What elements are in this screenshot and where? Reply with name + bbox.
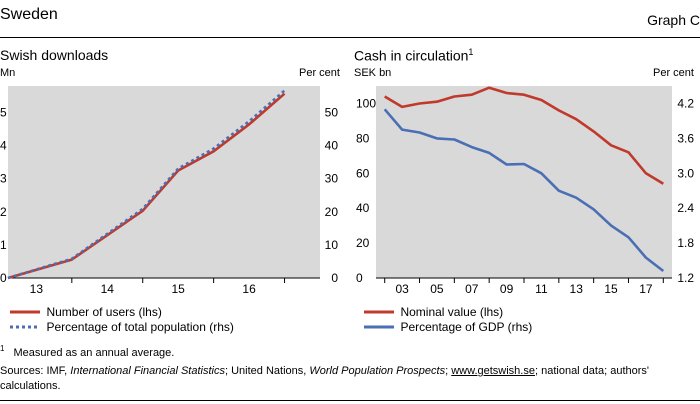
- right-left-tick-label: 20: [356, 236, 370, 250]
- right-chart-title: Cash in circulation1: [354, 47, 473, 64]
- right-right-tick-label: 1.2: [677, 271, 694, 285]
- right-right-tick-label: 3.6: [677, 131, 694, 145]
- left-right-tick-label: 30: [325, 172, 339, 186]
- left-x-tick-label: 14: [101, 282, 115, 296]
- left-right-tick-label: 50: [325, 105, 339, 119]
- right-series-0-line: [384, 86, 664, 185]
- left-series-1-line: [7, 89, 286, 280]
- graph-label: Graph C: [647, 12, 700, 28]
- right-x-tick-label: 07: [465, 282, 479, 296]
- sources-mid1: ; United Nations,: [224, 365, 310, 377]
- legend-swatch-users: [10, 310, 40, 314]
- legend-swatch-nominal: [364, 310, 394, 314]
- right-left-tick-label: 100: [356, 96, 376, 110]
- legend-label-users: Number of users (lhs): [46, 304, 162, 319]
- left-left-tick-label: 0: [0, 271, 7, 285]
- cash-in-circulation-chart: 03 05 07 09 11 13 15 17 0 20 40 60 80 100 1.2 1.8 2.4 3.0…: [356, 86, 694, 296]
- bottom-rule: [0, 400, 700, 401]
- left-chart-title: Swish downloads: [0, 47, 109, 63]
- right-legend-item-gdp: Percentage of GDP (rhs): [362, 318, 532, 336]
- right-x-tick-label: 09: [500, 282, 514, 296]
- sources-link[interactable]: www.getswish.se: [451, 365, 535, 377]
- left-chart-left-unit: Mn: [0, 67, 16, 79]
- left-right-tick-label: 10: [325, 238, 339, 252]
- right-chart-right-unit: Per cent: [653, 67, 694, 79]
- right-chart-title-footnote-mark: 1: [468, 47, 474, 57]
- right-right-tick-label: 2.4: [677, 201, 694, 215]
- sources-suffix: ; national data; authors' calculations.: [0, 365, 649, 392]
- left-legend-item-population: Percentage of total population (rhs): [8, 318, 234, 336]
- footnote-text: Measured as an annual average.: [13, 346, 175, 359]
- right-x-tick-label: 17: [639, 282, 653, 296]
- left-right-tick-label: 20: [325, 205, 339, 219]
- right-right-tick-label: 3.0: [677, 166, 694, 180]
- sources-ifs: International Financial Statistics: [70, 365, 225, 377]
- sources-wpp: World Population Prospects: [309, 365, 446, 377]
- legend-label-nominal: Nominal value (lhs): [400, 304, 504, 319]
- left-left-tick-label: 4: [0, 139, 7, 153]
- right-x-tick-label: 11: [535, 282, 548, 296]
- left-left-tick-label: 3: [0, 172, 7, 186]
- header-rule: [0, 37, 700, 38]
- sources-mid2: ;: [445, 365, 452, 377]
- left-left-tick-label: 1: [0, 238, 7, 252]
- right-left-tick-label: 80: [356, 131, 370, 145]
- right-x-tick-label: 15: [604, 282, 618, 296]
- footnote: 1 Measured as an annual average.: [0, 341, 174, 361]
- left-plot-area: [8, 86, 320, 278]
- left-right-tick-label: 0: [331, 271, 338, 285]
- footnote-marker: 1: [0, 344, 5, 353]
- right-chart-left-unit: SEK bn: [354, 67, 392, 79]
- left-right-tick-label: 40: [325, 139, 339, 153]
- right-chart-title-text: Cash in circulation: [354, 47, 469, 64]
- sources-note: Sources: IMF, International Financial St…: [0, 364, 698, 394]
- right-x-tick-label: 05: [430, 282, 444, 296]
- left-left-tick-label: 5: [0, 105, 7, 119]
- left-x-tick-label: 16: [242, 282, 256, 296]
- right-left-tick-label: 40: [356, 201, 370, 215]
- left-left-tick-label: 2: [0, 205, 7, 219]
- left-chart-right-unit: Per cent: [299, 67, 340, 79]
- sources-prefix: Sources: IMF,: [0, 365, 71, 377]
- right-right-tick-label: 1.8: [677, 236, 694, 250]
- left-x-tick-label: 15: [172, 282, 186, 296]
- left-x-tick-label: 13: [30, 282, 44, 296]
- right-x-tick-label: 03: [395, 282, 409, 296]
- legend-label-population: Percentage of total population (rhs): [46, 319, 234, 334]
- right-left-tick-label: 0: [356, 271, 363, 285]
- legend-swatch-population: [10, 325, 40, 329]
- right-plot-area: [376, 86, 672, 278]
- right-series-1-line: [383, 108, 665, 273]
- legend-label-gdp: Percentage of GDP (rhs): [400, 319, 533, 334]
- right-right-tick-label: 4.2: [677, 96, 694, 110]
- right-left-tick-label: 60: [356, 166, 370, 180]
- right-legend-item-nominal: Nominal value (lhs): [362, 303, 503, 321]
- legend-swatch-gdp: [364, 325, 394, 329]
- page-title: Sweden: [0, 6, 58, 23]
- left-legend-item-users: Number of users (lhs): [8, 303, 162, 321]
- right-x-tick-label: 13: [570, 282, 584, 296]
